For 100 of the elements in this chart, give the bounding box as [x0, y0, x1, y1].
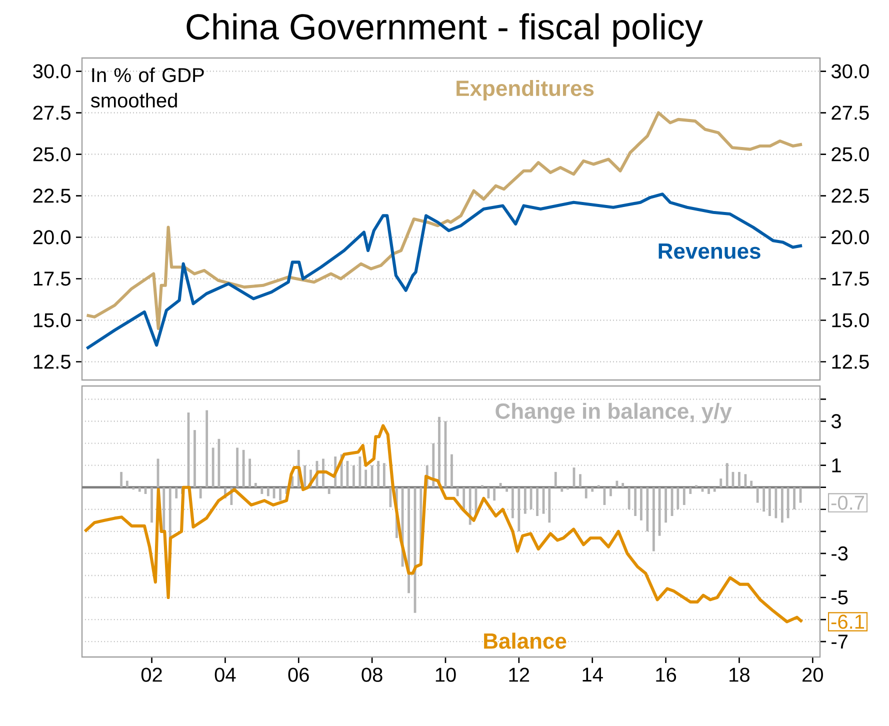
- bar: [591, 487, 594, 492]
- y-tick-label: 17.5: [34, 272, 70, 286]
- y-tick-label: 3: [831, 414, 841, 428]
- y-tick-label: 27.5: [33, 106, 70, 120]
- bar: [762, 487, 766, 512]
- bar: [279, 487, 282, 501]
- x-tick-label: 02: [141, 668, 162, 682]
- bar: [750, 480, 753, 488]
- bar: [708, 487, 710, 494]
- x-tick-label: 08: [362, 668, 382, 682]
- bar: [438, 416, 440, 488]
- x-tick-label: 06: [288, 668, 309, 682]
- line-series: [85, 111, 804, 330]
- bar: [194, 430, 196, 488]
- x-tick-label: 04: [214, 668, 236, 682]
- bar: [199, 487, 202, 498]
- bar: [304, 465, 306, 488]
- bar: [774, 487, 778, 518]
- bar: [768, 487, 771, 516]
- bar: [640, 487, 642, 520]
- bar: [175, 487, 178, 498]
- bar: [132, 487, 135, 490]
- bar: [579, 474, 582, 488]
- bar: [628, 487, 630, 510]
- y-tick-label: 30.0: [33, 64, 70, 78]
- bar: [162, 487, 166, 532]
- line-series: [85, 192, 804, 350]
- bar: [242, 450, 245, 488]
- bar: [658, 487, 661, 536]
- bar: [456, 487, 459, 496]
- bar: [793, 487, 796, 510]
- bar: [266, 487, 270, 496]
- y-tick-label: -5: [832, 590, 848, 604]
- bar: [622, 482, 624, 488]
- bar: [676, 487, 680, 510]
- bar: [389, 487, 392, 508]
- series-label: Revenues: [658, 244, 760, 259]
- bar: [328, 487, 330, 494]
- bar: [248, 458, 251, 488]
- annotation: -0.7: [831, 496, 864, 510]
- x-tick-label: 12: [509, 668, 530, 682]
- bar: [206, 410, 208, 488]
- y-tick-label: 20.0: [33, 230, 70, 244]
- bar: [432, 443, 435, 488]
- bar: [689, 487, 692, 494]
- bar: [450, 454, 453, 488]
- bar: [499, 482, 502, 488]
- bar: [370, 465, 374, 488]
- bar: [548, 487, 551, 523]
- bar: [566, 487, 569, 490]
- bar: [506, 487, 508, 492]
- y-tick-label: 1: [832, 458, 841, 472]
- text: Balance: [484, 632, 566, 649]
- bar: [236, 448, 239, 488]
- bar: [664, 487, 667, 523]
- bar: [358, 456, 362, 488]
- x-tick-label: 18: [730, 668, 750, 682]
- bar: [720, 478, 722, 488]
- bar: [682, 487, 686, 505]
- annotation: In % of GDP smoothed: [90, 68, 204, 108]
- bar: [126, 480, 128, 488]
- text: Expenditures: [456, 80, 594, 100]
- bar: [352, 465, 355, 488]
- bar: [560, 487, 564, 492]
- y-tick-label: -7: [832, 634, 848, 648]
- bar: [518, 487, 520, 532]
- chart-title: China Government - fiscal policy: [186, 13, 703, 47]
- bar: [120, 472, 122, 488]
- bar: [756, 487, 759, 503]
- bar: [254, 482, 257, 488]
- y-tick-label: 12.5: [34, 354, 70, 369]
- bar: [150, 487, 153, 523]
- bar: [610, 487, 612, 496]
- bar: [364, 470, 368, 488]
- y-tick-label: 25.0: [33, 147, 70, 162]
- bar: [634, 487, 637, 516]
- bar: [738, 472, 740, 488]
- bar: [408, 487, 410, 594]
- x-tick-label: 20: [802, 668, 823, 682]
- x-tick-label: 10: [436, 668, 456, 682]
- bar: [713, 487, 716, 492]
- bar: [382, 463, 386, 488]
- bar: [462, 487, 466, 510]
- x-tick-label: 14: [582, 668, 603, 682]
- bar: [536, 487, 538, 516]
- bar: [646, 487, 649, 532]
- y-tick-label: 22.5: [33, 188, 70, 203]
- bar: [780, 487, 784, 523]
- bar: [554, 472, 557, 488]
- bar: [212, 448, 214, 488]
- bar: [260, 487, 264, 494]
- annotation: -6.1: [831, 614, 864, 629]
- y-tick-label: 15.0: [34, 313, 70, 328]
- bar: [377, 460, 380, 488]
- bar: [524, 487, 526, 514]
- bar: [726, 463, 728, 488]
- bar: [138, 487, 141, 492]
- bar: [493, 487, 496, 501]
- x-tick-label: 16: [656, 668, 676, 682]
- bar: [511, 487, 514, 518]
